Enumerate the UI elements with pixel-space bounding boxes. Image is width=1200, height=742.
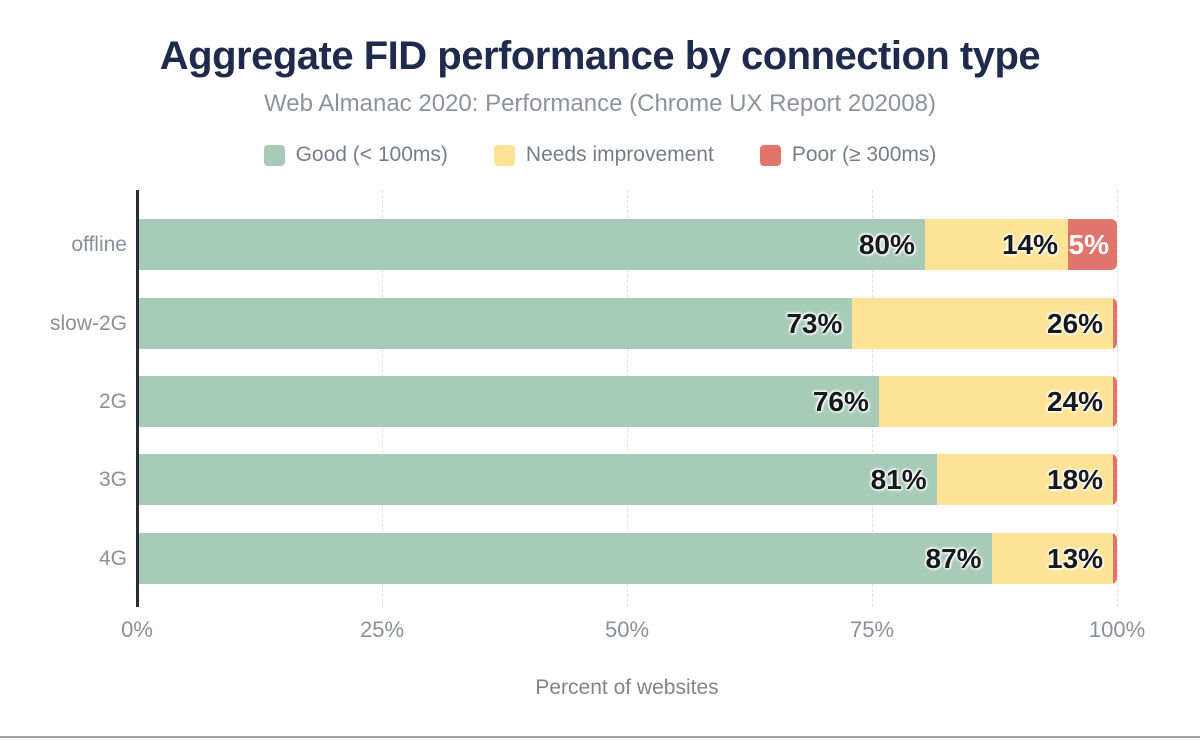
chart-subtitle: Web Almanac 2020: Performance (Chrome UX… bbox=[264, 90, 936, 117]
legend-swatch-needs-improvement-icon bbox=[493, 144, 515, 166]
bar-segment: 5% bbox=[1067, 219, 1117, 270]
plot-area: 80% 14% 5% 73% 26% 76% 24% 81% 18% 87% 13% bbox=[136, 190, 1118, 607]
bar-value-label: 14% bbox=[1001, 228, 1058, 260]
y-axis-label-slow-2G: slow-2G bbox=[49, 312, 127, 335]
bar-value-label: 81% bbox=[870, 463, 927, 495]
bar-segment: 14% bbox=[924, 219, 1068, 270]
chart-title: Aggregate FID performance by connection … bbox=[159, 34, 1041, 78]
x-axis-tick-label: 0% bbox=[121, 617, 153, 642]
bar-segment: 73% bbox=[137, 298, 853, 349]
bar-value-label: 18% bbox=[1047, 463, 1104, 495]
y-axis-labels: offline slow-2G 2G 3G 4G bbox=[0, 190, 127, 607]
legend-item-good: Good (< 100ms) bbox=[263, 143, 448, 167]
x-axis-tick-label: 75% bbox=[849, 617, 895, 642]
x-axis-tick-label: 25% bbox=[359, 617, 405, 642]
legend: Good (< 100ms) Needs improvement Poor (≥… bbox=[0, 143, 1200, 167]
bar-segment: 18% bbox=[936, 454, 1114, 505]
bar-segment: 13% bbox=[991, 533, 1114, 584]
legend-label: Good (< 100ms) bbox=[295, 143, 448, 166]
x-axis-tick-label: 50% bbox=[604, 617, 650, 642]
legend-swatch-poor-icon bbox=[759, 144, 781, 166]
legend-item-needs-improvement: Needs improvement bbox=[493, 143, 714, 167]
legend-label: Needs improvement bbox=[525, 143, 714, 166]
y-axis-label-2G: 2G bbox=[98, 390, 127, 413]
y-axis-label-offline: offline bbox=[71, 233, 127, 256]
bar-value-label: 13% bbox=[1047, 542, 1104, 574]
legend-swatch-good-icon bbox=[263, 144, 285, 166]
bar-value-label: 80% bbox=[858, 228, 915, 260]
bar-row-offline: 80% 14% 5% bbox=[137, 219, 1117, 270]
bar-segment bbox=[1113, 454, 1117, 505]
legend-item-poor: Poor (≥ 300ms) bbox=[759, 143, 937, 167]
gridline bbox=[1117, 190, 1118, 607]
y-axis-line bbox=[136, 190, 139, 607]
bar-row-2G: 76% 24% bbox=[137, 376, 1117, 427]
y-axis-label-3G: 3G bbox=[98, 468, 127, 491]
x-axis-title: Percent of websites bbox=[535, 676, 719, 699]
bar-segment: 76% bbox=[137, 376, 879, 427]
bar-row-4G: 87% 13% bbox=[137, 533, 1117, 584]
bar-value-label: 76% bbox=[812, 385, 869, 417]
bar-value-label: 5% bbox=[1068, 228, 1109, 260]
bar-value-label: 87% bbox=[925, 542, 982, 574]
bar-segment bbox=[1113, 298, 1117, 349]
bar-segment: 24% bbox=[878, 376, 1114, 427]
bar-segment bbox=[1113, 533, 1117, 584]
bar-value-label: 26% bbox=[1047, 307, 1104, 339]
y-axis-label-4G: 4G bbox=[98, 547, 127, 570]
x-axis-tick-label: 100% bbox=[1088, 617, 1146, 642]
bar-value-label: 24% bbox=[1047, 385, 1104, 417]
bar-value-label: 73% bbox=[786, 307, 843, 339]
bar-segment: 81% bbox=[137, 454, 937, 505]
bar-row-3G: 81% 18% bbox=[137, 454, 1117, 505]
bar-segment: 80% bbox=[137, 219, 925, 270]
legend-label: Poor (≥ 300ms) bbox=[791, 143, 937, 166]
bar-segment: 87% bbox=[137, 533, 992, 584]
x-axis-ticks: 0% 25% 50% 75% 100% bbox=[121, 617, 1145, 643]
bar-row-slow-2G: 73% 26% bbox=[137, 298, 1117, 349]
footer-divider bbox=[0, 736, 1200, 738]
bar-segment: 26% bbox=[852, 298, 1114, 349]
bar-segment bbox=[1113, 376, 1117, 427]
